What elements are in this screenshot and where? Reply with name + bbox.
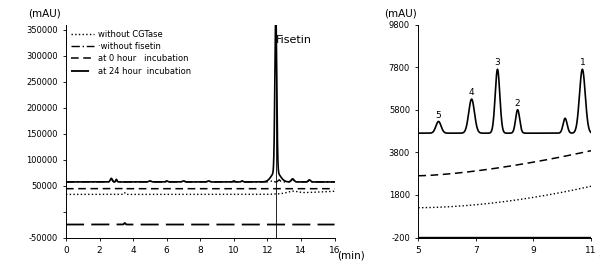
Text: 3: 3	[494, 58, 500, 67]
Text: 5: 5	[436, 111, 442, 120]
Text: (min): (min)	[337, 251, 365, 261]
Text: (mAU): (mAU)	[384, 8, 416, 18]
Text: Fisetin: Fisetin	[276, 35, 312, 45]
Legend: without CGTase, ·without fisetin, at 0 hour   incubation, at 24 hour  incubation: without CGTase, ·without fisetin, at 0 h…	[70, 29, 193, 76]
Text: (mAU): (mAU)	[28, 8, 61, 18]
Text: 2: 2	[515, 99, 520, 108]
Text: 1: 1	[580, 58, 585, 67]
Text: (min): (min)	[598, 251, 600, 261]
Text: 4: 4	[469, 88, 475, 97]
